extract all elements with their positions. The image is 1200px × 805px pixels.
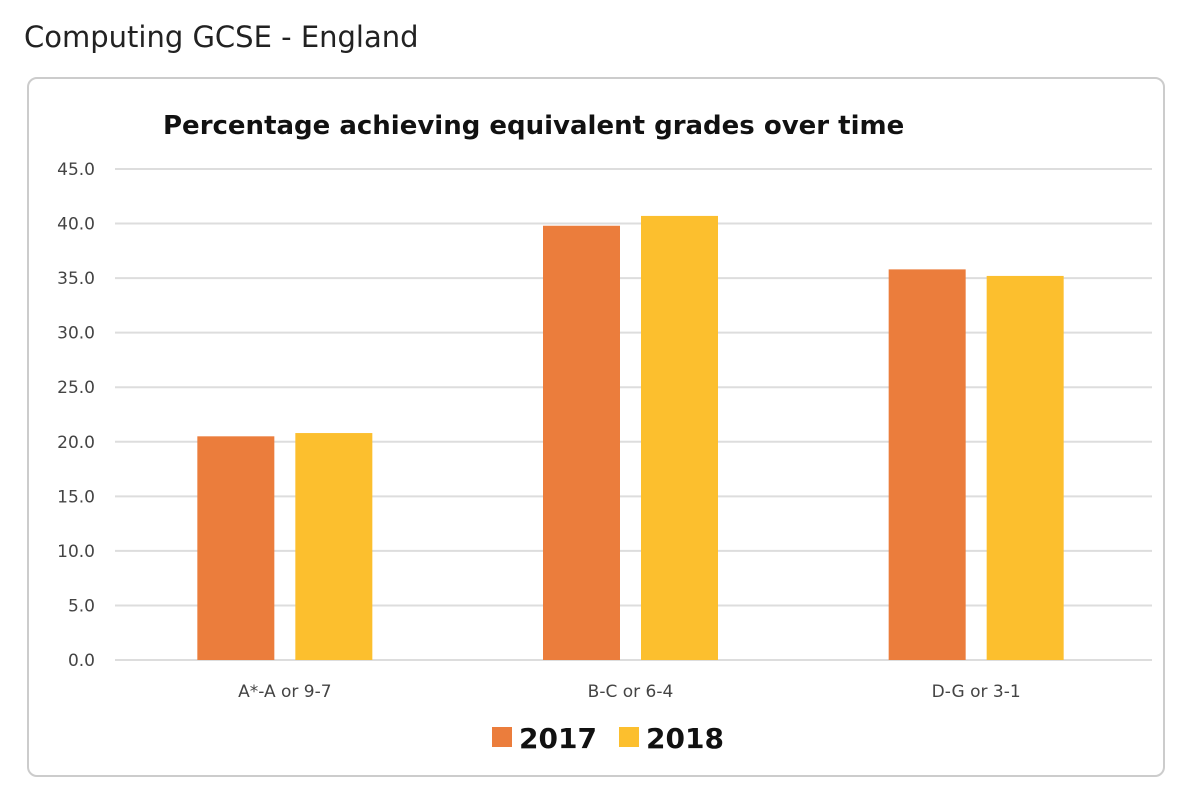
bar-2018	[641, 215, 718, 660]
chart-frame	[27, 77, 1165, 777]
bar-2017	[197, 436, 275, 660]
x-tick-label: B-C or 6-4	[588, 682, 674, 702]
legend-label: 2017	[519, 722, 597, 755]
page-heading: Computing GCSE - England	[24, 20, 419, 54]
x-tick-label: D-G or 3-1	[932, 682, 1021, 702]
y-tick-label: 45.0	[57, 160, 95, 180]
y-tick-label: 15.0	[57, 487, 95, 507]
legend-label: 2018	[646, 722, 724, 755]
x-tick-label: A*-A or 9-7	[238, 682, 331, 702]
legend-swatch-2017	[492, 727, 512, 747]
legend-swatch-2018	[619, 727, 639, 747]
bar-2018	[986, 275, 1064, 660]
y-tick-label: 25.0	[57, 378, 95, 398]
y-tick-label: 10.0	[57, 542, 95, 562]
y-tick-label: 0.0	[68, 651, 95, 671]
chart-title: Percentage achieving equivalent grades o…	[163, 111, 904, 141]
bar-2017	[888, 269, 966, 660]
y-tick-label: 20.0	[57, 433, 95, 453]
bar-2017	[543, 225, 620, 660]
y-tick-label: 35.0	[57, 269, 95, 289]
y-tick-label: 40.0	[57, 215, 95, 235]
y-tick-label: 5.0	[68, 596, 95, 616]
bar-2018	[295, 433, 373, 660]
y-tick-label: 30.0	[57, 324, 95, 344]
